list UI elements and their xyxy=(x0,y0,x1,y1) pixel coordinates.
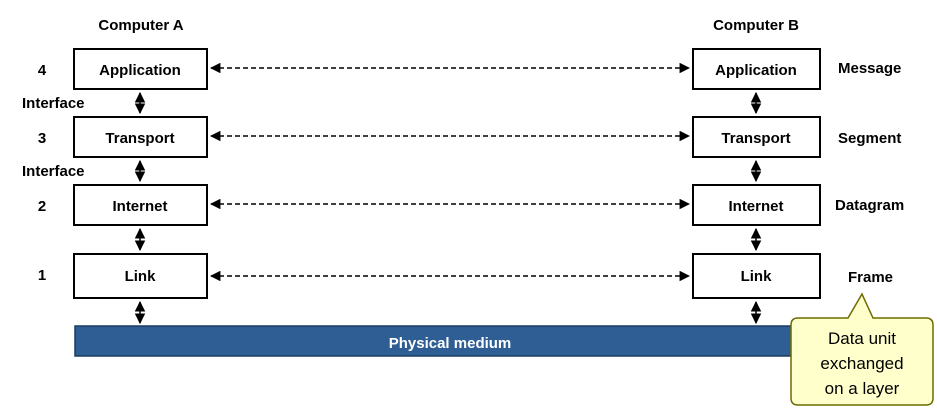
layer-number-2: 2 xyxy=(38,198,46,215)
data-unit-message: Message xyxy=(838,60,901,77)
layer-number-4: 4 xyxy=(38,62,47,79)
layer-box-a-link: Link xyxy=(73,253,208,299)
layer-box-a-internet: Internet xyxy=(73,184,208,226)
layer-number-1: 1 xyxy=(38,267,46,284)
data-unit-callout: Data unit exchanged on a layer xyxy=(790,292,934,406)
callout-line-3: on a layer xyxy=(825,379,900,398)
interface-label-upper: Interface xyxy=(22,95,85,112)
layer-box-b-transport: Transport xyxy=(692,116,821,158)
data-unit-frame: Frame xyxy=(848,269,893,286)
layer-number-3: 3 xyxy=(38,130,46,147)
computer-b-title: Computer B xyxy=(713,17,799,34)
layer-box-b-application: Application xyxy=(692,48,821,90)
layer-name-b-transport: Transport xyxy=(721,130,790,147)
data-unit-segment: Segment xyxy=(838,130,901,147)
layer-box-b-internet: Internet xyxy=(692,184,821,226)
physical-medium-bar: Physical medium xyxy=(74,325,836,357)
physical-medium-label: Physical medium xyxy=(389,335,512,352)
layer-box-b-link: Link xyxy=(692,253,821,299)
computer-a-title: Computer A xyxy=(98,17,183,34)
layer-name-a-application: Application xyxy=(99,62,181,79)
callout-line-2: exchanged xyxy=(820,354,903,373)
layer-name-a-transport: Transport xyxy=(105,130,174,147)
callout-line-1: Data unit xyxy=(828,329,896,348)
layer-box-a-transport: Transport xyxy=(73,116,208,158)
layer-name-b-application: Application xyxy=(715,62,797,79)
layer-box-a-application: Application xyxy=(73,48,208,90)
layer-name-b-link: Link xyxy=(741,268,772,285)
interface-label-lower: Interface xyxy=(22,163,85,180)
data-unit-datagram: Datagram xyxy=(835,197,904,214)
layer-name-a-internet: Internet xyxy=(112,198,167,215)
layer-name-b-internet: Internet xyxy=(728,198,783,215)
layer-name-a-link: Link xyxy=(125,268,156,285)
